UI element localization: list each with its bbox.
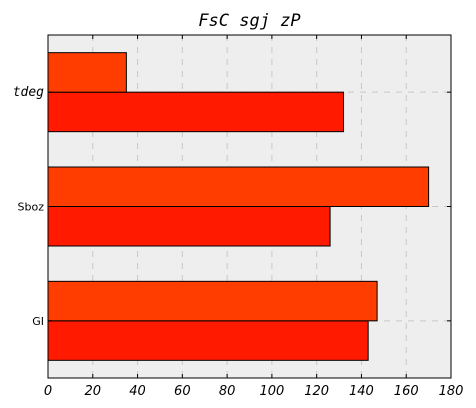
- x-tick-label: 160: [394, 384, 419, 399]
- bars-group: [47, 52, 430, 361]
- bar-gi-series-1: [47, 320, 369, 361]
- x-tick-label: 0: [44, 384, 52, 399]
- y-category-label: tdeg: [13, 85, 44, 100]
- bar-sboz-series-2: [47, 166, 430, 207]
- x-axis: 0 20 40 60 80 100 120 140 160 180: [44, 35, 464, 399]
- chart-title: FsC sgj zP: [198, 11, 300, 31]
- x-tick-label: 20: [85, 384, 102, 399]
- y-category-label: Sboz: [18, 201, 45, 214]
- bar-tdeg-series-2: [47, 52, 127, 93]
- x-tick-label: 120: [304, 384, 329, 399]
- bar-gi-series-2: [47, 280, 378, 322]
- bar-sboz-series-1: [47, 206, 331, 247]
- bar-tdeg-series-1: [47, 91, 345, 133]
- x-tick-label: 40: [129, 384, 146, 399]
- x-tick-label: 180: [439, 384, 464, 399]
- y-category-label: GI: [32, 315, 44, 328]
- x-tick-label: 140: [349, 384, 374, 399]
- y-axis: GI Sboz tdeg: [13, 85, 451, 328]
- x-tick-label: 100: [259, 384, 284, 399]
- x-tick-label: 60: [174, 384, 191, 399]
- x-tick-label: 80: [219, 384, 236, 399]
